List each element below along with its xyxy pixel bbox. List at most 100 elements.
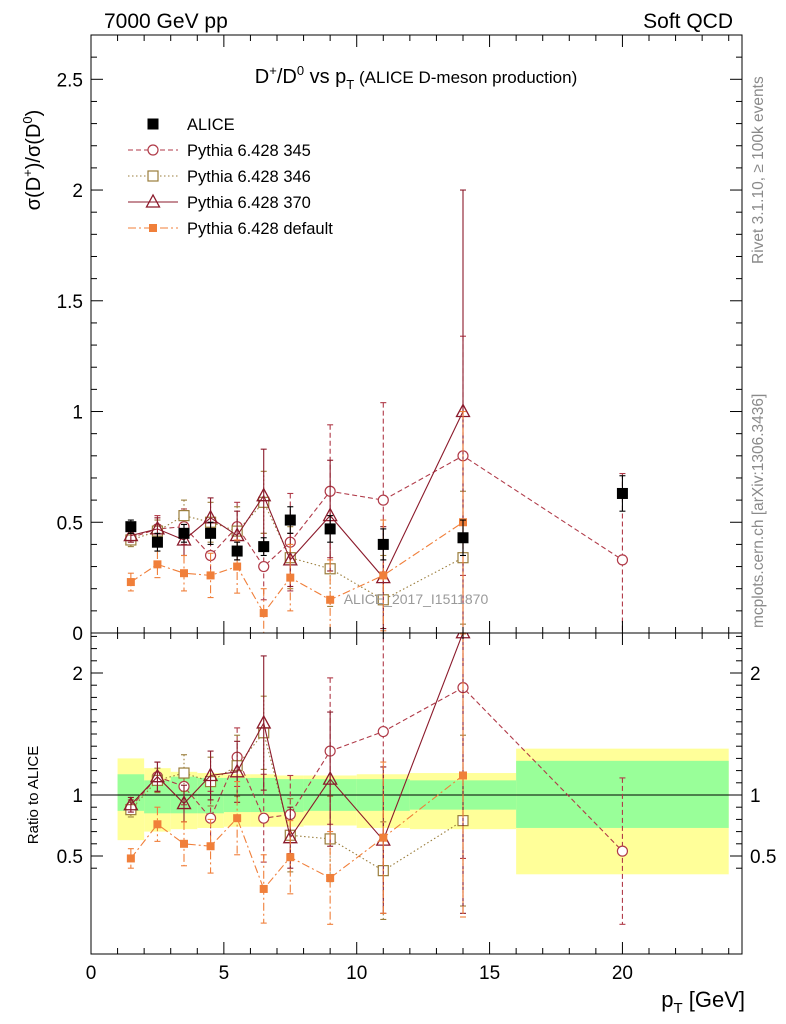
main-y-axis-label: σ(D+)/σ(D0) bbox=[20, 110, 45, 211]
ratio-data-point bbox=[229, 763, 245, 778]
main-y-tick-label: 0 bbox=[72, 624, 83, 645]
main-y-tick-label: 2.5 bbox=[57, 70, 83, 91]
legend-entry-1: Pythia 6.428 345 bbox=[128, 142, 311, 160]
ratio-data-point bbox=[258, 812, 270, 824]
main-data-point bbox=[258, 541, 270, 553]
ratio-data-point bbox=[379, 833, 388, 842]
ratio-data-point bbox=[178, 767, 190, 779]
x-tick-label: 20 bbox=[612, 963, 633, 984]
x-tick-label: 10 bbox=[346, 963, 367, 984]
ratio-data-point bbox=[286, 853, 295, 862]
main-series-2 bbox=[125, 470, 469, 633]
mcplots-source-label: mcplots.cern.ch [arXiv:1306.3436] bbox=[750, 394, 767, 628]
legend-marker bbox=[149, 224, 157, 232]
main-data-point bbox=[123, 527, 139, 542]
main-data-point bbox=[324, 523, 336, 535]
legend-label: Pythia 6.428 346 bbox=[187, 168, 311, 186]
main-data-point bbox=[125, 521, 137, 533]
ratio-series-line bbox=[130, 633, 464, 842]
ratio-plot-frame bbox=[90, 632, 743, 955]
main-series-line bbox=[130, 411, 464, 579]
ratio-y-tick-label-right: 1 bbox=[750, 786, 761, 807]
main-data-point bbox=[284, 514, 296, 526]
main-series-line bbox=[130, 455, 623, 568]
main-y-tick-label: 2 bbox=[72, 181, 83, 202]
legend-entry-3: Pythia 6.428 370 bbox=[128, 193, 311, 212]
ratio-data-point bbox=[256, 714, 272, 729]
ratio-data-point bbox=[180, 839, 188, 848]
ratio-data-point bbox=[459, 771, 467, 780]
main-data-point bbox=[326, 595, 335, 604]
legend-label: Pythia 6.428 345 bbox=[187, 142, 311, 160]
main-data-point bbox=[151, 536, 163, 548]
main-data-point bbox=[616, 487, 628, 499]
ratio-y-tick-label-right: 2 bbox=[750, 664, 761, 685]
x-tick-label: 5 bbox=[219, 963, 230, 984]
ratio-data-point bbox=[616, 845, 629, 857]
ratio-data-point bbox=[233, 814, 242, 823]
ratio-y-tick-label-right: 0.5 bbox=[750, 847, 776, 868]
legend-entry-0: ALICE bbox=[147, 116, 235, 134]
main-series-4 bbox=[126, 410, 467, 633]
main-data-point bbox=[259, 609, 268, 618]
ratio-series-3 bbox=[126, 633, 467, 925]
main-y-tick-label: 1.5 bbox=[57, 292, 83, 313]
ratio-y-tick-label: 0.5 bbox=[57, 847, 83, 868]
ratio-data-point bbox=[123, 796, 139, 811]
chart-title: D+/D0 vs pT (ALICE D-meson production) bbox=[255, 63, 577, 92]
legend-label: Pythia 6.428 default bbox=[187, 220, 333, 238]
ratio-data-point bbox=[259, 884, 268, 893]
main-data-point bbox=[457, 532, 469, 544]
main-data-point bbox=[178, 510, 190, 522]
ratio-data-point bbox=[126, 854, 135, 863]
main-data-point bbox=[126, 578, 135, 587]
main-data-point bbox=[377, 538, 389, 550]
main-data-point bbox=[176, 531, 192, 546]
header-category-label: Soft QCD bbox=[643, 10, 733, 33]
main-y-tick-label: 1 bbox=[72, 403, 83, 424]
legend-marker bbox=[147, 118, 159, 130]
header-energy-label: 7000 GeV pp bbox=[104, 10, 228, 33]
legend-label: Pythia 6.428 370 bbox=[187, 194, 311, 212]
legend-marker bbox=[147, 170, 159, 182]
legend: ALICE Pythia 6.428 345 Pythia 6.428 346 Pyt… bbox=[128, 116, 333, 238]
legend-label: ALICE bbox=[187, 116, 235, 134]
ratio-data-point bbox=[206, 842, 215, 851]
legend-entry-2: Pythia 6.428 346 bbox=[128, 168, 311, 186]
ratio-panel: 0.5 0.51 12 20 5 10 15 20 Ratio to ALICE pT [Ge… bbox=[25, 632, 776, 1017]
ratio-series-line bbox=[130, 775, 464, 891]
ratio-data-point bbox=[149, 768, 166, 783]
ratio-data-point bbox=[153, 820, 162, 829]
main-data-point bbox=[233, 562, 242, 571]
main-series-0 bbox=[125, 475, 628, 561]
ratio-y-tick-label: 1 bbox=[72, 786, 83, 807]
main-y-tick-label: 0.5 bbox=[57, 513, 83, 534]
x-tick-label: 0 bbox=[86, 963, 97, 984]
ratio-data-point bbox=[202, 767, 219, 782]
main-data-point bbox=[256, 487, 272, 502]
main-data-point bbox=[178, 527, 190, 539]
main-panel: ALICE_2017_I1511870 0 0.5 1 1.5 2 2.5 D+/D0 v… bbox=[20, 34, 743, 645]
main-data-point bbox=[286, 573, 295, 582]
x-axis-label: pT [GeV] bbox=[661, 987, 745, 1017]
main-data-point bbox=[616, 554, 629, 566]
main-series-3 bbox=[123, 189, 471, 633]
ratio-y-axis-label: Ratio to ALICE bbox=[25, 746, 42, 844]
main-data-point bbox=[180, 569, 188, 578]
x-tick-label: 15 bbox=[479, 963, 500, 984]
legend-entry-4: Pythia 6.428 default bbox=[128, 220, 333, 238]
legend-marker bbox=[145, 193, 161, 208]
main-data-point bbox=[206, 571, 215, 580]
main-data-point bbox=[205, 527, 217, 539]
analysis-watermark: ALICE_2017_I1511870 bbox=[344, 591, 489, 607]
main-data-point bbox=[377, 494, 389, 506]
ratio-data-point bbox=[322, 770, 338, 785]
ratio-data-point bbox=[176, 795, 192, 810]
ratio-data-point bbox=[326, 873, 335, 882]
legend-marker bbox=[147, 144, 159, 156]
main-data-point bbox=[231, 545, 243, 557]
rivet-version-label: Rivet 3.1.10, ≥ 100k events bbox=[750, 76, 767, 264]
main-data-point bbox=[258, 560, 270, 573]
main-data-point bbox=[379, 571, 388, 580]
